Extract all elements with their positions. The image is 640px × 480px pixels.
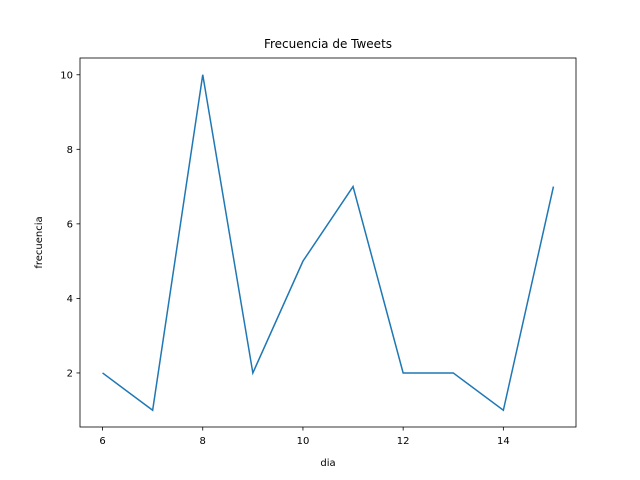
x-axis-label: dia bbox=[320, 458, 335, 469]
y-tick-label: 10 bbox=[60, 70, 73, 81]
y-axis-ticks: 2 4 6 8 10 bbox=[60, 70, 80, 379]
series-line-0 bbox=[102, 74, 555, 412]
plot-area bbox=[79, 57, 577, 428]
y-tick-label: 4 bbox=[67, 294, 73, 305]
y-tick-label: 6 bbox=[67, 219, 73, 230]
axes-frame bbox=[79, 57, 577, 428]
y-tick-label: 2 bbox=[67, 368, 73, 379]
chart-title: Frecuencia de Tweets bbox=[264, 37, 392, 51]
x-tick-label: 12 bbox=[397, 436, 410, 447]
x-tick-label: 6 bbox=[99, 436, 105, 447]
x-tick-label: 14 bbox=[497, 436, 510, 447]
x-tick-label: 10 bbox=[297, 436, 310, 447]
x-tick-label: 8 bbox=[200, 436, 206, 447]
y-tick-label: 8 bbox=[67, 145, 73, 156]
x-axis-ticks: 6 8 10 12 14 bbox=[99, 427, 510, 447]
y-axis-label: frecuencia bbox=[34, 216, 45, 268]
